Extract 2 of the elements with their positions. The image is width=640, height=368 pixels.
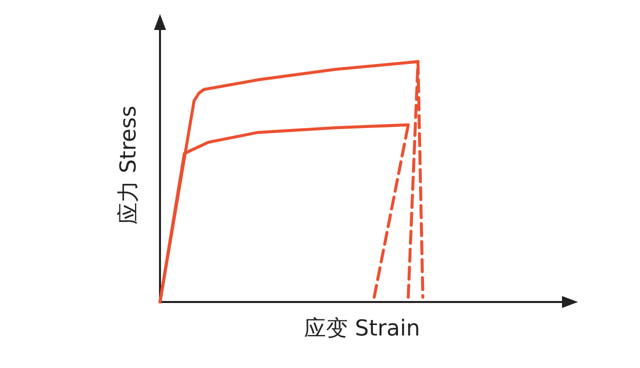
- x-axis-title: 应变 Strain: [304, 316, 420, 342]
- y-axis-title: 应力 Stress: [116, 106, 142, 224]
